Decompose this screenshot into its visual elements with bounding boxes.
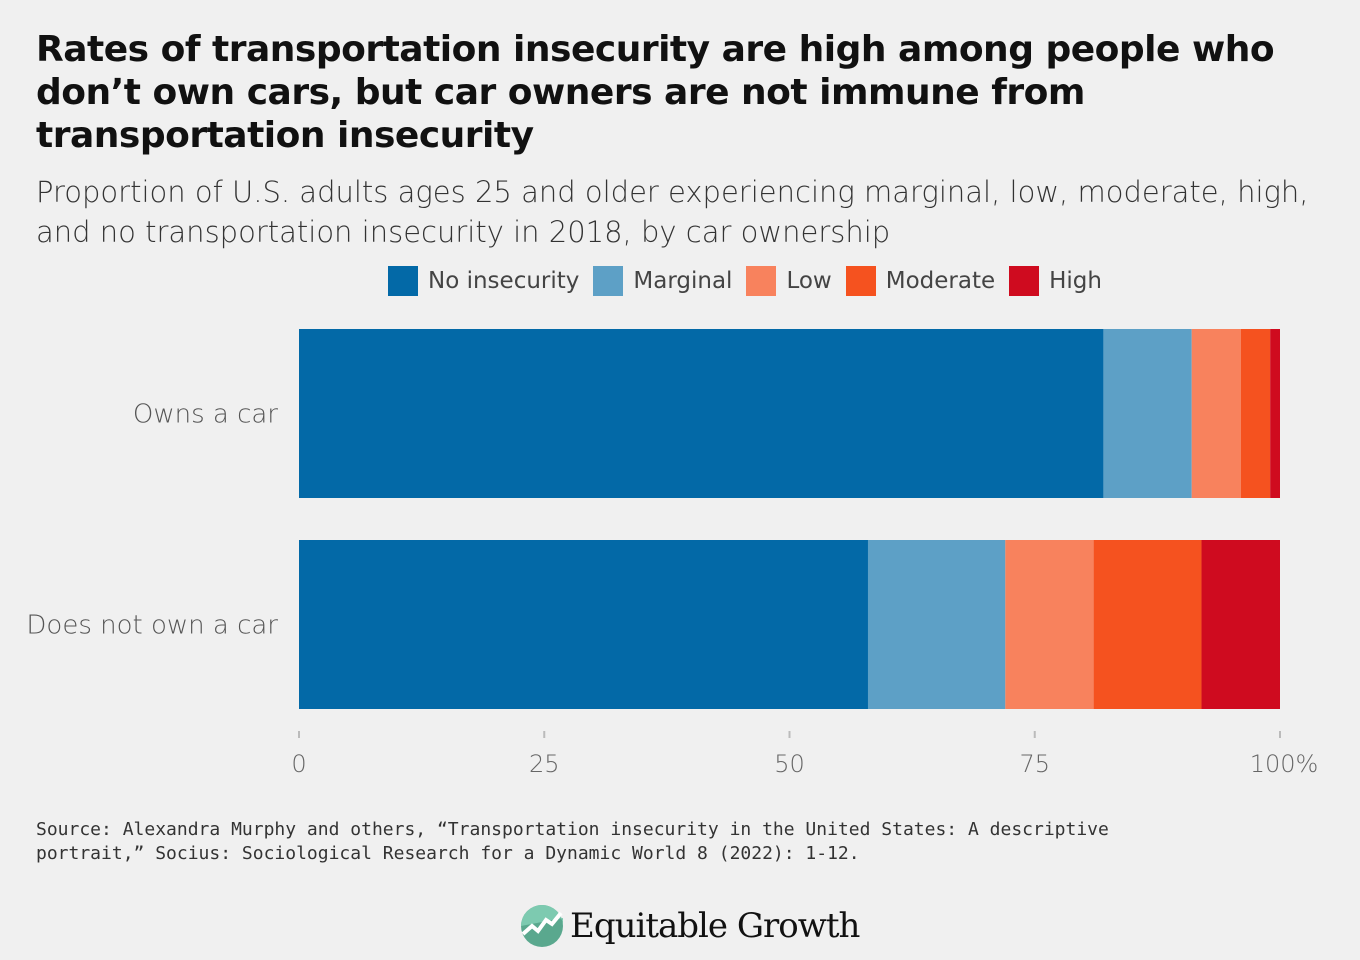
x-tick-label: 75 (1019, 750, 1050, 778)
legend-swatch (1009, 266, 1040, 296)
legend-item: No insecurity (388, 266, 579, 296)
logo: Equitable Growth (520, 904, 860, 948)
category-label: Does not own a car (26, 611, 278, 641)
bar-segment (299, 540, 868, 709)
logo-icon (521, 905, 563, 947)
x-tick-label: 0 (291, 750, 306, 778)
bar-segment (1103, 329, 1192, 498)
chart-title: Rates of transportation insecurity are h… (36, 29, 1275, 156)
legend-item: Marginal (593, 266, 732, 296)
legend-label: Marginal (633, 268, 733, 294)
source-note: Source: Alexandra Murphy and others, “Tr… (36, 819, 1109, 864)
legend-item: Moderate (845, 266, 996, 296)
legend-swatch (593, 266, 624, 296)
bar-segment (1201, 540, 1280, 709)
bar-segment (1240, 329, 1271, 498)
bar-segment (1191, 329, 1241, 498)
bar-segment (1005, 540, 1094, 709)
legend-swatch (746, 266, 777, 296)
bar-segment (1093, 540, 1202, 709)
bar-segment (1270, 329, 1280, 498)
legend-swatch (388, 266, 418, 296)
logo-text: Equitable Growth (570, 906, 860, 946)
bar-segment (867, 540, 1006, 709)
legend-item: High (1009, 266, 1102, 296)
category-label: Owns a car (133, 400, 278, 430)
legend-label: Low (786, 268, 832, 294)
chart-subtitle: Proportion of U.S. adults ages 25 and ol… (36, 175, 1309, 249)
legend-swatch (845, 266, 876, 296)
legend-item: Low (746, 266, 832, 296)
x-tick-label: 100% (1250, 750, 1319, 778)
bar-chart: Owns a car Does not own a car 0 25 50 75 100% (26, 329, 1319, 778)
legend-label: No insecurity (428, 268, 580, 294)
legend: No insecurity Marginal Low Moderate High (0, 266, 1360, 296)
legend-label: Moderate (885, 268, 996, 294)
legend-label: High (1049, 268, 1102, 294)
x-tick-label: 25 (529, 750, 560, 778)
x-tick-label: 50 (774, 750, 805, 778)
bar-segment (299, 329, 1104, 498)
